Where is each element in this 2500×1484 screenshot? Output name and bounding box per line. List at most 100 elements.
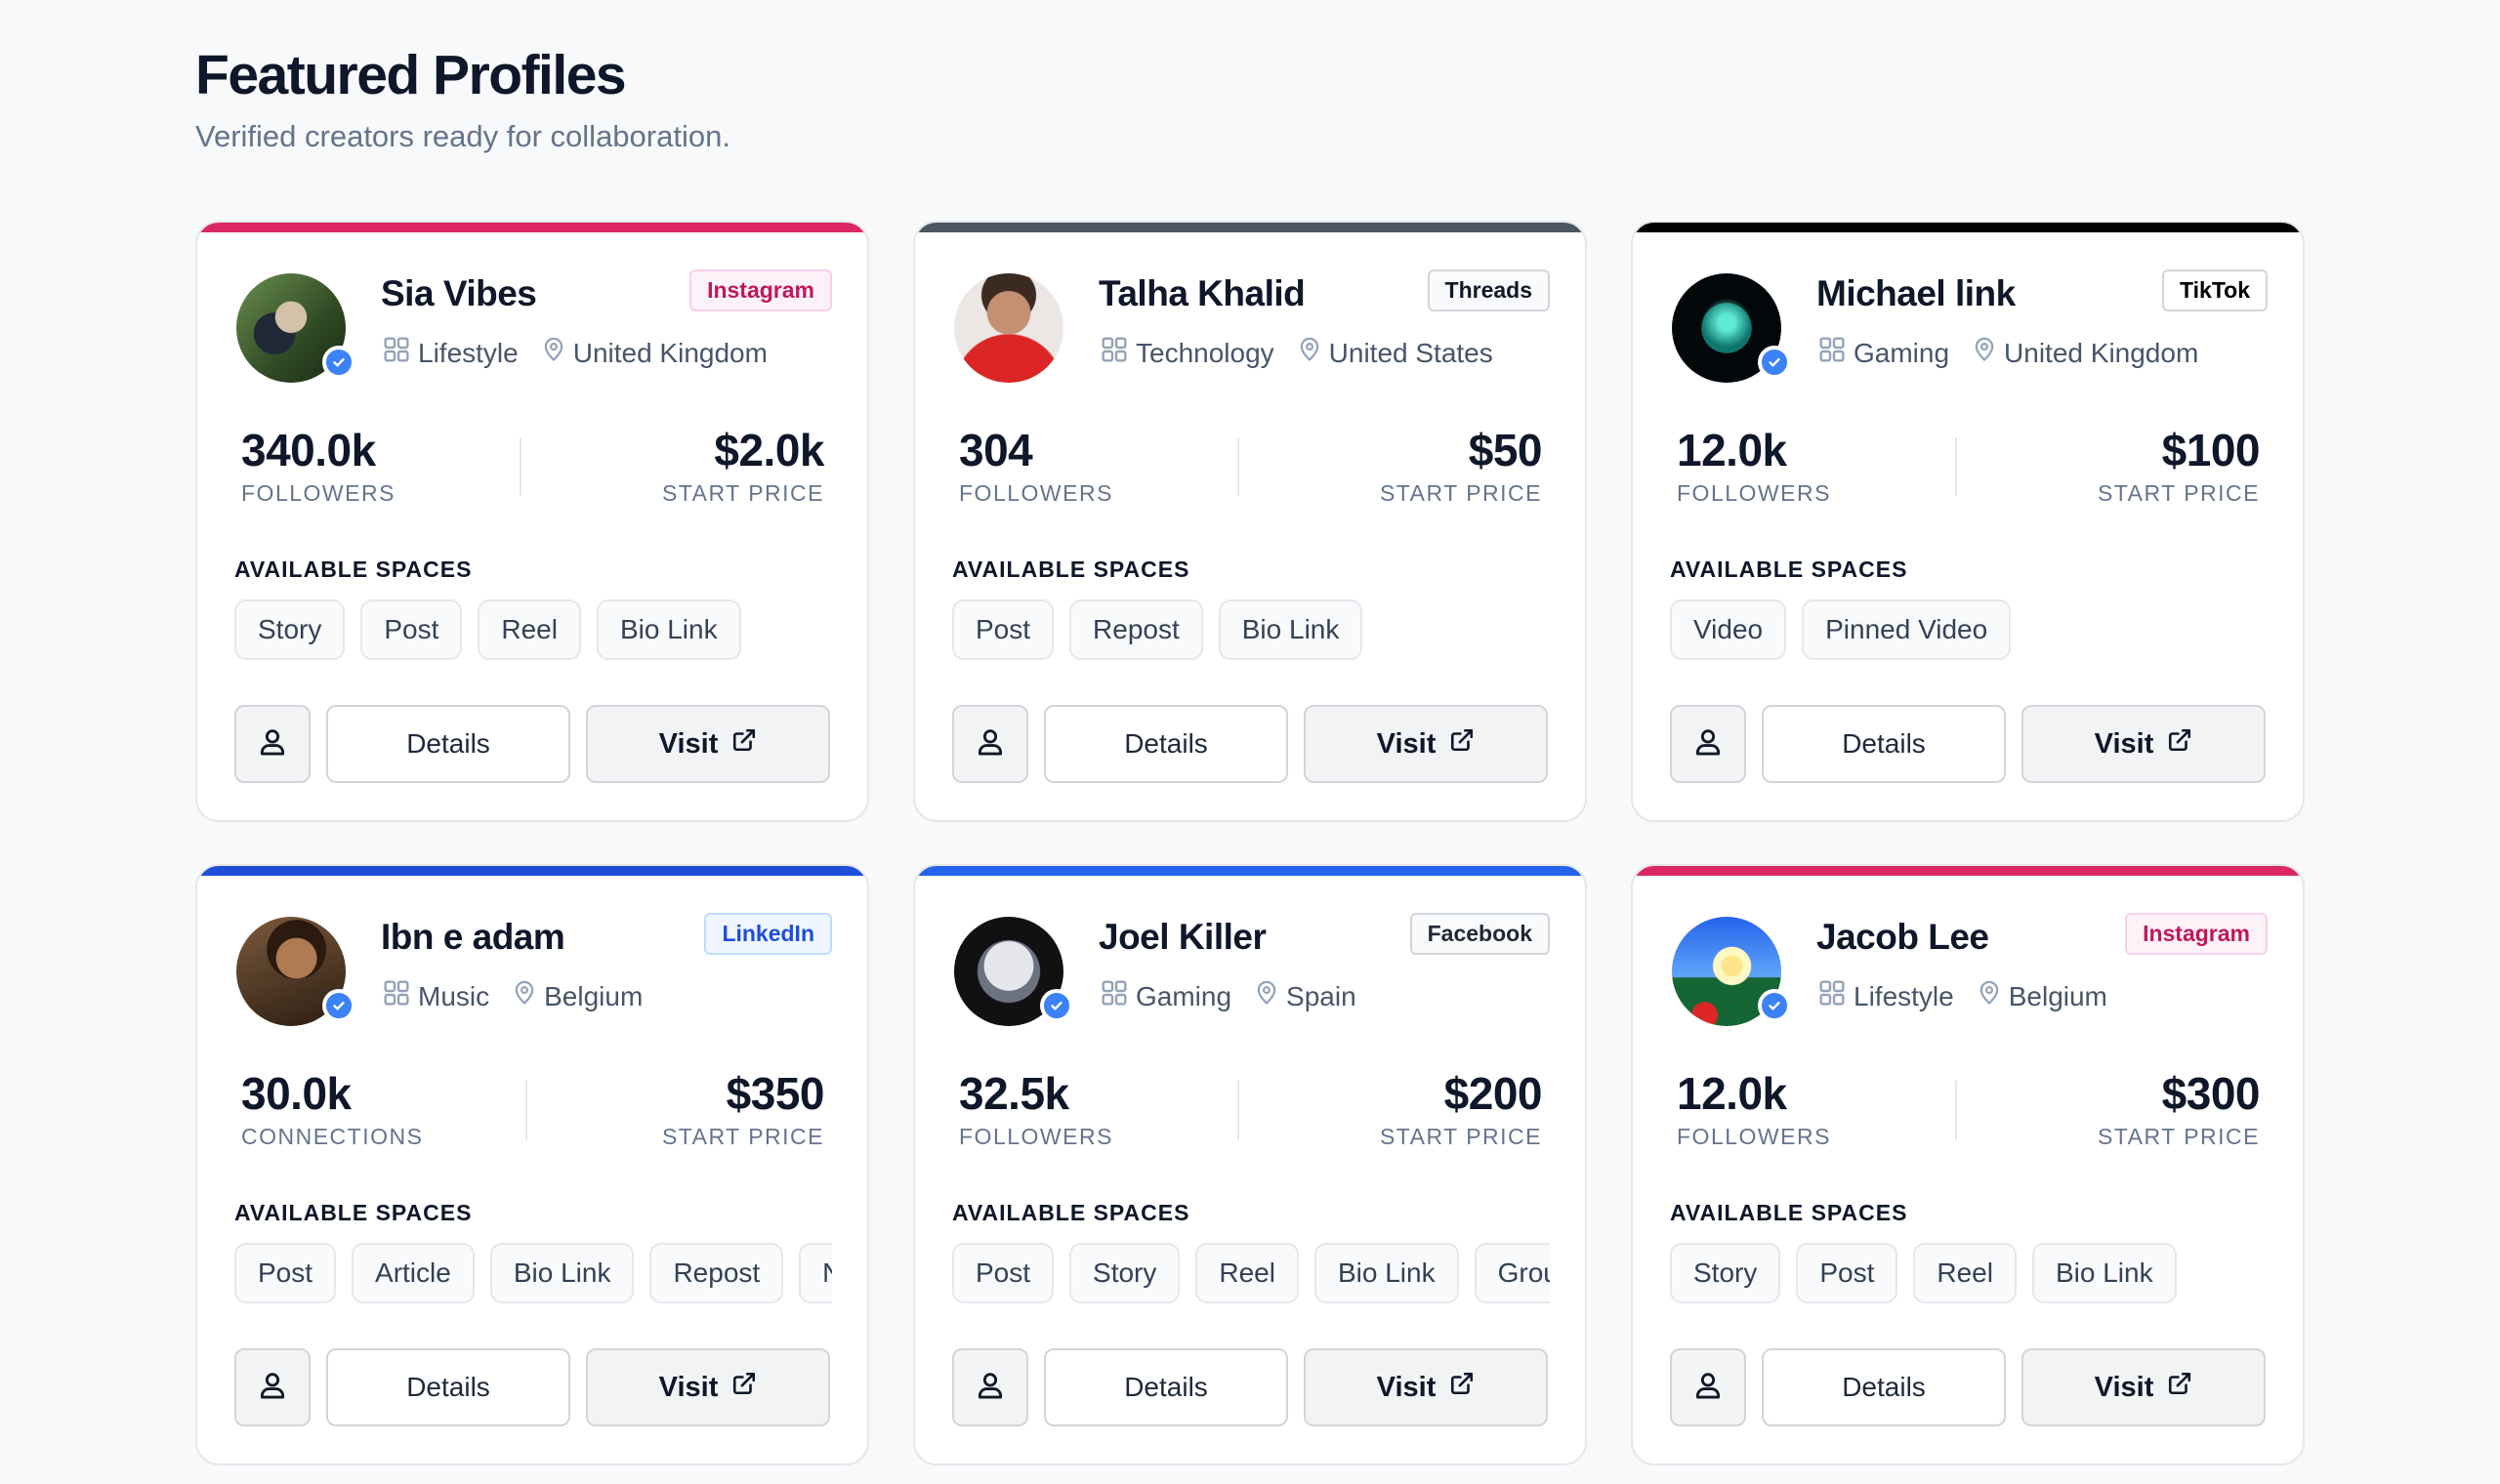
details-button[interactable]: Details [1762, 1348, 2006, 1426]
space-chip: Repost [649, 1243, 784, 1303]
location-label: Spain [1286, 980, 1356, 1011]
location-label: United States [1328, 337, 1493, 368]
view-profile-button[interactable] [1670, 705, 1746, 783]
available-spaces-list[interactable]: Story Post Reel Bio Link [1670, 1243, 2268, 1303]
audience-label: CONNECTIONS [241, 1124, 424, 1149]
location-label: Belgium [2008, 980, 2107, 1011]
space-chip: Story [1670, 1243, 1781, 1303]
visit-button[interactable]: Visit [586, 705, 830, 783]
category-label: Lifestyle [418, 337, 519, 368]
external-link-icon [1449, 727, 1475, 761]
start-price: $200 [1443, 1068, 1543, 1119]
audience-count: 32.5k [959, 1068, 1069, 1119]
start-price-label: START PRICE [661, 480, 824, 506]
stat-divider [1955, 1081, 1957, 1139]
external-link-icon [1449, 1371, 1475, 1404]
audience-stat: 340.0k FOLLOWERS [241, 424, 396, 507]
available-spaces-title: AVAILABLE SPACES [1670, 1200, 1908, 1225]
space-chip: Reel [1195, 1243, 1299, 1303]
profile-meta: Gaming Spain [1099, 977, 1356, 1015]
category-label: Gaming [1136, 980, 1232, 1011]
audience-label: FOLLOWERS [1677, 1124, 1831, 1149]
view-profile-button[interactable] [952, 705, 1028, 783]
profile-meta: Lifestyle United Kingdom [381, 334, 768, 372]
space-chip: Article [352, 1243, 475, 1303]
view-profile-button[interactable] [234, 705, 311, 783]
space-chip: Bio Link [1313, 1243, 1459, 1303]
external-link-icon [731, 1371, 757, 1404]
visit-button[interactable]: Visit [1304, 705, 1548, 783]
visit-label: Visit [658, 727, 719, 760]
audience-count: 304 [959, 425, 1033, 475]
visit-label: Visit [658, 1371, 719, 1403]
stat-divider [525, 1081, 527, 1139]
view-profile-button[interactable] [234, 1348, 311, 1426]
audience-label: FOLLOWERS [959, 480, 1113, 506]
space-chip: Story [1069, 1243, 1181, 1303]
user-icon [256, 725, 289, 763]
audience-stat: 30.0k CONNECTIONS [241, 1067, 423, 1150]
space-chip: Grou [1474, 1243, 1550, 1303]
details-button[interactable]: Details [1044, 705, 1288, 783]
location-label: United Kingdom [572, 337, 768, 368]
profile-name[interactable]: Ibn e adam [381, 917, 565, 957]
available-spaces-list[interactable]: Video Pinned Video [1670, 599, 2268, 660]
audience-stat: 32.5k FOLLOWERS [959, 1067, 1113, 1150]
grid-icon [381, 977, 412, 1015]
visit-button[interactable]: Visit [2021, 705, 2266, 783]
details-button[interactable]: Details [1762, 705, 2006, 783]
space-chip: Bio Link [1218, 599, 1363, 660]
category-label: Music [418, 980, 490, 1011]
details-button[interactable]: Details [326, 1348, 570, 1426]
available-spaces-title: AVAILABLE SPACES [952, 556, 1190, 582]
start-price-label: START PRICE [1379, 480, 1542, 506]
platform-badge: Facebook [1409, 913, 1550, 955]
map-pin-icon [1971, 336, 1998, 370]
price-stat: $2.0k START PRICE [661, 424, 825, 507]
avatar[interactable] [954, 273, 1063, 383]
visit-label: Visit [1376, 1371, 1437, 1403]
space-chip: Pinned Video [1802, 599, 2012, 660]
space-chip: Bio Link [2031, 1243, 2177, 1303]
audience-label: FOLLOWERS [1677, 480, 1831, 506]
details-button[interactable]: Details [1044, 1348, 1288, 1426]
platform-badge: TikTok [2162, 269, 2268, 311]
visit-button[interactable]: Visit [586, 1348, 830, 1426]
price-stat: $300 START PRICE [2098, 1067, 2261, 1150]
grid-icon [381, 334, 412, 372]
visit-button[interactable]: Visit [1304, 1348, 1548, 1426]
profile-name[interactable]: Joel Killer [1099, 917, 1267, 957]
stat-divider [1237, 437, 1239, 496]
details-button[interactable]: Details [326, 705, 570, 783]
external-link-icon [2167, 1371, 2192, 1404]
platform-color-bar [197, 866, 867, 876]
verified-check-icon [1758, 989, 1791, 1022]
page-title: Featured Profiles [195, 44, 627, 106]
visit-label: Visit [2094, 727, 2154, 760]
profile-name[interactable]: Jacob Lee [1816, 917, 1989, 957]
available-spaces-list[interactable]: Post Repost Bio Link [952, 599, 1550, 660]
view-profile-button[interactable] [952, 1348, 1028, 1426]
space-chip: Post [234, 1243, 337, 1303]
user-icon [1691, 725, 1725, 763]
space-chip: Bio Link [596, 599, 741, 660]
profile-name[interactable]: Michael link [1816, 273, 2016, 313]
visit-button[interactable]: Visit [2021, 1348, 2266, 1426]
platform-color-bar [915, 866, 1585, 876]
platform-color-bar [915, 223, 1585, 232]
available-spaces-title: AVAILABLE SPACES [234, 1200, 473, 1225]
available-spaces-list[interactable]: Story Post Reel Bio Link [234, 599, 832, 660]
profile-meta: Gaming United Kingdom [1816, 334, 2198, 372]
platform-color-bar [1633, 866, 2303, 876]
map-pin-icon [1976, 979, 2003, 1013]
view-profile-button[interactable] [1670, 1348, 1746, 1426]
audience-count: 12.0k [1677, 425, 1787, 475]
stat-divider [520, 437, 521, 496]
profile-name[interactable]: Talha Khalid [1099, 273, 1306, 313]
available-spaces-title: AVAILABLE SPACES [234, 556, 473, 582]
space-chip: Video [1670, 599, 1787, 660]
profile-name[interactable]: Sia Vibes [381, 273, 537, 313]
start-price: $100 [2161, 425, 2261, 475]
